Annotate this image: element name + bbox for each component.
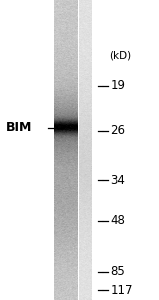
Text: 26: 26 xyxy=(111,124,125,137)
Text: 19: 19 xyxy=(111,79,125,92)
Text: (kD): (kD) xyxy=(109,50,131,61)
Text: BIM: BIM xyxy=(6,121,32,134)
Text: 34: 34 xyxy=(111,173,125,187)
Text: 85: 85 xyxy=(111,265,125,278)
Text: 48: 48 xyxy=(111,214,125,227)
Text: 117: 117 xyxy=(111,284,133,297)
